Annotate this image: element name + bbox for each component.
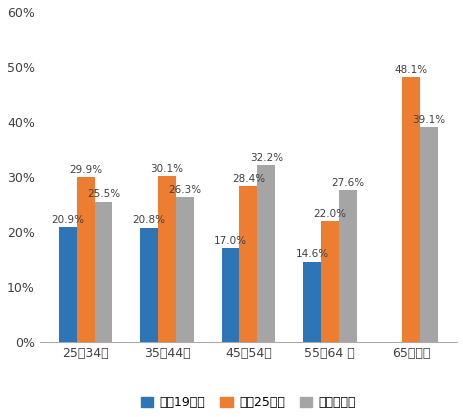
Text: 48.1%: 48.1% — [394, 65, 427, 75]
Bar — [302, 261, 320, 342]
Legend: 平成19年度, 平成25年度, 令和元年度: 平成19年度, 平成25年度, 令和元年度 — [136, 391, 360, 414]
Bar — [401, 78, 419, 342]
Text: 26.3%: 26.3% — [168, 185, 201, 195]
Bar — [257, 165, 275, 342]
Bar — [158, 176, 175, 342]
Text: 29.9%: 29.9% — [69, 165, 102, 175]
Bar — [338, 190, 356, 342]
Text: 20.8%: 20.8% — [132, 215, 165, 225]
Bar — [239, 186, 257, 342]
Text: 39.1%: 39.1% — [412, 115, 445, 125]
Bar — [59, 227, 76, 342]
Text: 32.2%: 32.2% — [249, 153, 282, 163]
Text: 22.0%: 22.0% — [313, 209, 345, 219]
Bar — [221, 249, 239, 342]
Bar — [320, 221, 338, 342]
Text: 28.4%: 28.4% — [232, 173, 264, 183]
Bar — [175, 197, 194, 342]
Text: 25.5%: 25.5% — [87, 189, 120, 199]
Text: 27.6%: 27.6% — [331, 178, 363, 188]
Bar — [94, 202, 112, 342]
Text: 14.6%: 14.6% — [295, 249, 328, 259]
Bar — [76, 178, 94, 342]
Text: 30.1%: 30.1% — [150, 164, 183, 174]
Bar — [419, 127, 437, 342]
Bar — [140, 228, 158, 342]
Text: 20.9%: 20.9% — [51, 215, 84, 225]
Text: 17.0%: 17.0% — [213, 236, 246, 246]
